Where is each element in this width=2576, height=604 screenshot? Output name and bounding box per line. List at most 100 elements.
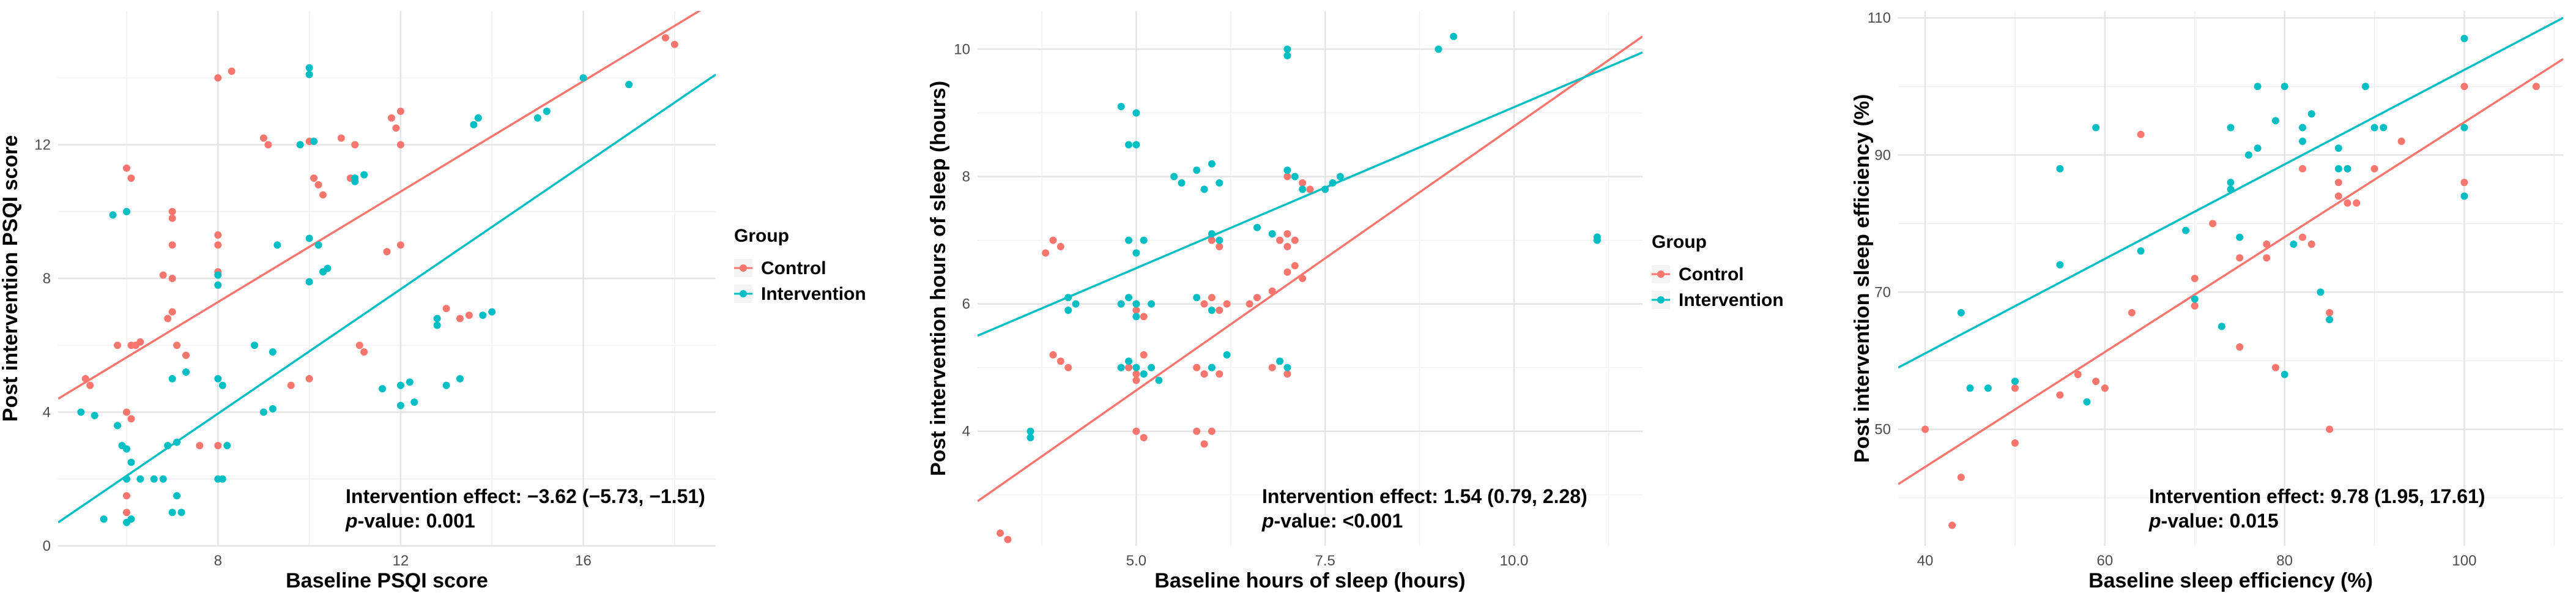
data-point-intervention [1208,364,1216,371]
data-point-intervention [2227,179,2235,187]
effect-annotation: Intervention effect: 9.78 (1.95, 17.61) [2149,485,2485,507]
y-axis-title: Post intervention PSQI score [0,135,22,422]
data-point-control [1208,427,1216,435]
data-point-control [1957,473,1965,481]
data-point-control [1042,249,1050,257]
data-point-control [122,408,130,416]
data-point-control [122,509,130,516]
data-point-intervention [1148,364,1156,371]
data-point-intervention [2307,110,2315,118]
data-point-intervention [1064,294,1072,302]
data-point-intervention [296,141,304,149]
data-point-intervention [1329,179,1337,187]
data-point-control [1200,370,1208,378]
data-point-intervention [2290,240,2298,248]
data-point-control [396,141,404,149]
data-point-intervention [2281,370,2288,378]
data-point-intervention [168,509,176,516]
data-point-intervention [305,64,313,72]
data-point-control [1216,242,1223,250]
data-point-control [2460,179,2468,187]
y-tick-label: 8 [962,169,970,185]
data-point-control [2128,309,2136,317]
data-point-intervention [2083,398,2091,406]
x-axis-title: Baseline PSQI score [286,569,488,592]
data-point-intervention [2056,165,2064,173]
data-point-intervention [269,348,277,356]
data-point-intervention [182,368,190,376]
data-point-intervention [223,442,231,450]
data-point-intervention [1026,434,1034,442]
data-point-intervention [1132,300,1140,308]
legend-key-control [740,264,747,272]
data-point-control [2397,137,2405,145]
data-point-control [1291,262,1299,270]
data-point-control [2191,302,2199,310]
data-point-intervention [1026,427,1034,435]
data-point-intervention [360,171,368,179]
data-point-control [465,311,473,319]
legend-label-control: Control [1679,264,1744,285]
minor-gridlines [1898,11,2563,546]
data-point-intervention [2361,83,2369,91]
data-point-control [1049,351,1057,359]
data-point-control [2011,384,2019,392]
data-point-intervention [122,475,130,483]
data-point-control [1283,268,1291,276]
data-point-intervention [2182,226,2190,234]
x-tick-label: 80 [2276,553,2293,569]
data-point-control [456,315,464,323]
data-point-intervention [1593,233,1601,241]
data-point-intervention [1283,166,1291,174]
data-point-intervention [136,475,144,483]
data-point-control [1299,275,1307,282]
data-point-control [2334,179,2342,187]
data-point-intervention [269,405,277,413]
p-value-annotation: p‐value: <0.001 [1261,510,1403,532]
data-point-control [360,348,368,356]
data-point-control [392,124,400,132]
data-point-intervention [1283,45,1291,53]
data-point-intervention [442,381,450,389]
y-tick-label: 4 [962,423,970,440]
data-point-control [168,241,176,249]
fit-line-intervention [58,73,716,524]
y-tick-label: 70 [1874,284,1891,300]
data-point-intervention [2460,192,2468,200]
data-point-control [2209,220,2217,228]
data-point-control [1132,307,1140,315]
data-point-control [1132,370,1140,378]
data-point-control [2307,240,2315,248]
series-control [997,173,1314,543]
data-point-intervention [164,442,172,450]
series-intervention [1026,32,1601,442]
x-tick-label: 8 [214,553,222,569]
data-point-control [997,529,1004,537]
data-point-control [383,248,391,256]
data-point-control [2056,391,2064,399]
data-point-control [1193,364,1201,371]
data-point-intervention [1223,351,1231,359]
data-point-intervention [2218,323,2225,330]
data-point-intervention [2344,165,2351,173]
data-point-intervention [214,375,222,382]
data-point-intervention [1336,173,1344,181]
data-point-control [122,492,130,500]
data-point-intervention [1291,173,1299,181]
data-point-intervention [1148,300,1156,308]
data-point-intervention [2299,124,2307,132]
data-point-control [2137,130,2145,138]
data-point-control [214,442,222,450]
legend-label-intervention: Intervention [761,284,866,304]
data-point-control [168,308,176,316]
data-point-intervention [218,381,226,389]
data-point-intervention [1132,109,1140,117]
data-point-control [1125,364,1133,371]
data-point-intervention [1276,357,1284,365]
data-point-intervention [1283,364,1291,371]
data-point-intervention [114,422,122,430]
data-point-control [305,375,313,382]
data-point-intervention [1125,141,1133,149]
data-point-intervention [173,492,181,500]
data-point-intervention [1253,223,1261,231]
